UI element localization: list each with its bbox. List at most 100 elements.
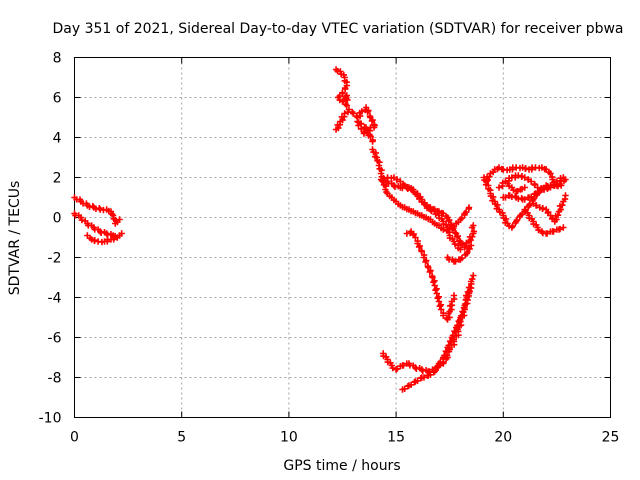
data-point [96,205,103,212]
data-point [456,316,464,323]
y-tick-label: 0 [53,211,62,227]
data-point [345,106,353,113]
data-point [465,284,473,291]
data-point [469,275,476,283]
x-tick-label: 10 [280,430,298,446]
data-point [422,258,429,266]
data-point [512,218,520,225]
data-point [451,240,459,248]
data-point [114,234,121,241]
data-point [533,202,540,209]
data-point [443,352,451,359]
data-point [426,268,434,276]
data-point [454,326,461,333]
data-point [116,216,123,223]
data-point [556,225,564,233]
data-point [437,306,445,313]
data-point [412,234,419,241]
data-point [393,176,401,183]
y-tick-label: 4 [53,131,62,147]
data-point [550,228,557,235]
x-tick-label: 15 [387,430,405,446]
data-points [71,66,569,393]
data-point [470,228,478,235]
data-point [560,224,567,231]
data-point [414,377,421,384]
data-point [460,312,468,319]
data-point [343,102,350,109]
data-point [435,298,443,305]
data-point [433,290,441,297]
data-point [344,96,351,104]
chart-title: Day 351 of 2021, Sidereal Day-to-day VTE… [52,21,623,37]
data-point [502,194,509,201]
data-point [430,279,437,286]
data-point [436,303,444,310]
grid-lines [74,57,611,418]
data-point [562,192,569,199]
data-point [547,170,554,177]
data-point [342,85,349,93]
data-point [559,202,566,209]
data-point [446,314,453,321]
data-point [445,217,452,225]
data-point [449,225,456,233]
data-point [521,184,528,191]
x-tick-label: 5 [177,430,186,446]
data-point [427,371,434,378]
data-point [436,361,444,369]
data-point [432,287,439,294]
data-point [486,173,493,180]
data-point [540,186,548,193]
data-point [463,300,471,307]
data-point [460,304,468,311]
data-point [521,174,528,181]
data-point [458,254,466,262]
data-point [462,292,470,299]
data-point [450,292,458,299]
y-tick-label: -10 [39,411,62,427]
data-point [521,196,528,203]
data-point [342,101,349,108]
data-point [534,189,541,196]
data-point [560,174,567,181]
data-point [557,182,565,189]
data-point [354,118,361,125]
data-point [342,95,350,102]
data-point [407,381,415,388]
x-tick-labels: 0 5 10 15 20 25 [70,430,619,446]
data-point [368,117,376,125]
data-point [453,233,461,241]
plot-frame [74,57,611,418]
data-point [535,226,542,234]
data-point [426,368,433,375]
data-point [420,374,428,381]
data-point [450,336,458,343]
data-point [434,295,441,302]
x-tick-label: 0 [70,430,79,446]
data-point [341,110,348,117]
data-point [91,237,98,244]
data-point [452,258,459,265]
data-point [364,127,371,135]
data-point [401,385,408,392]
data-point [554,212,562,219]
data-point [429,274,436,281]
data-point [495,184,503,191]
y-tick-label: -4 [48,291,62,307]
data-point [457,246,464,253]
data-point [470,272,477,279]
data-point [431,282,438,289]
data-point [367,133,374,140]
data-point [547,184,554,191]
data-point [118,230,125,237]
data-point [470,222,477,229]
data-point [465,204,473,211]
axis-ticks [74,57,611,418]
data-point [469,233,476,240]
data-point [539,205,547,212]
y-tick-labels: 8 6 4 2 0 -2 -4 -6 -8 -10 [39,51,62,427]
data-point [350,110,357,117]
data-point [432,364,439,372]
